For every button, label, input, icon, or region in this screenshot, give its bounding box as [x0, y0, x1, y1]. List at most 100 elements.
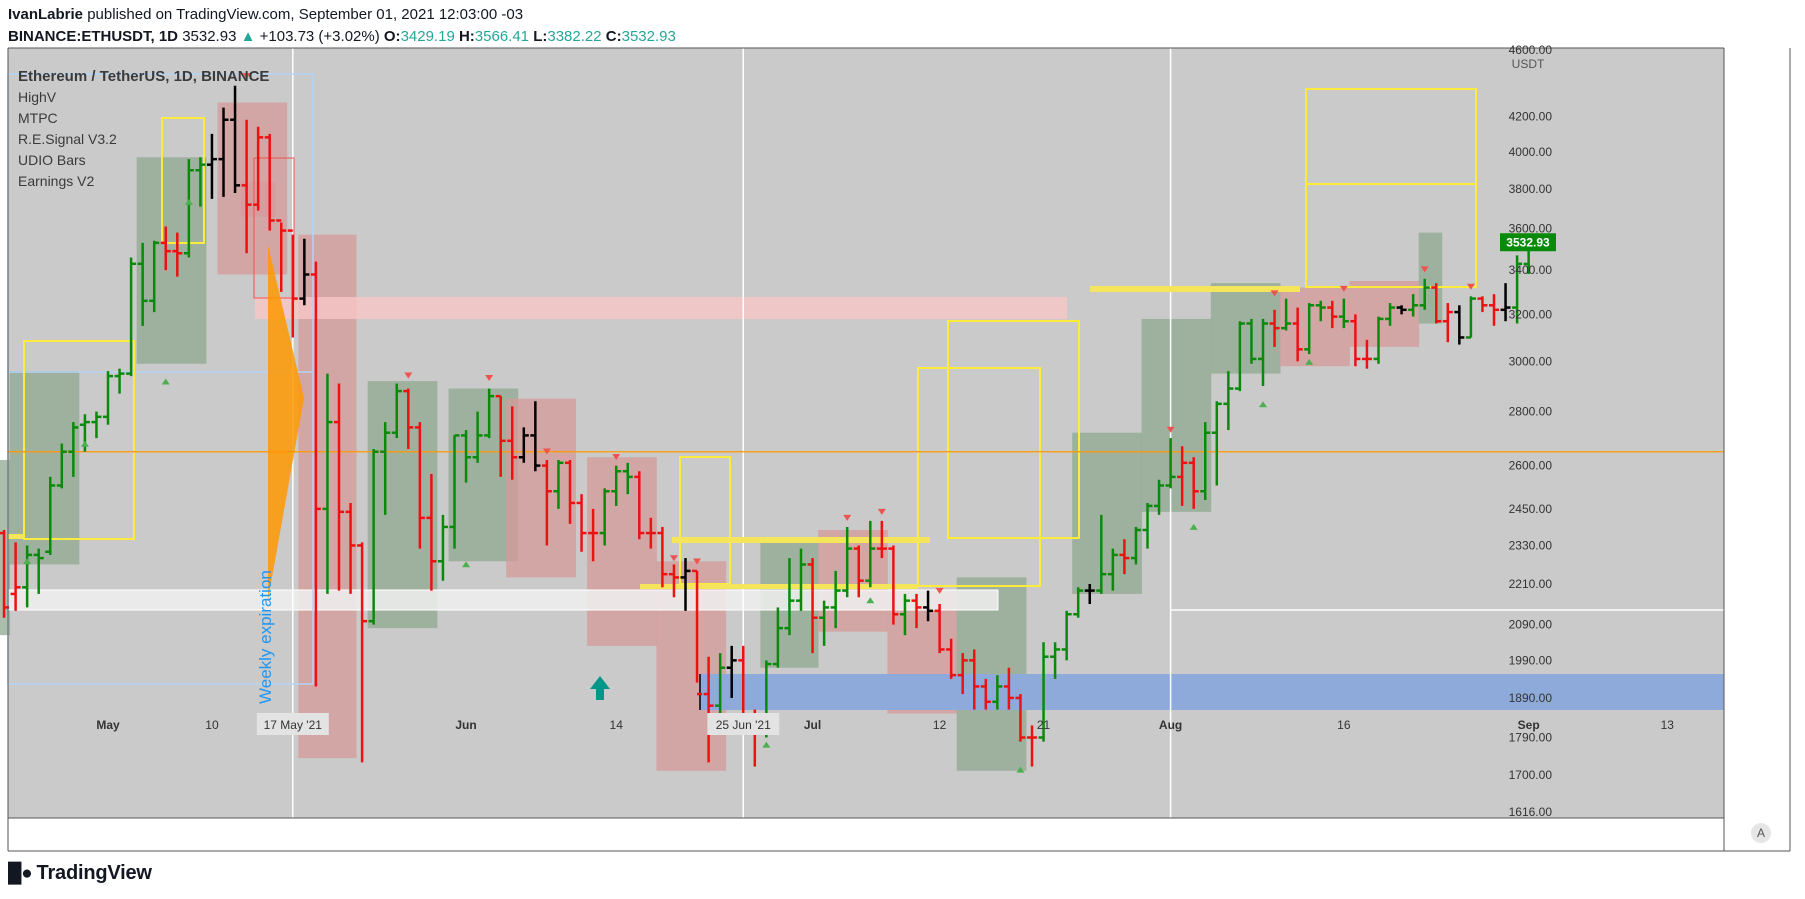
ohlc-bar: [1431, 283, 1442, 324]
ohlc-bar: [784, 558, 795, 636]
time-tick-label: Jul: [804, 718, 821, 732]
time-tick-label: 21: [1037, 718, 1051, 732]
ohlc-bar: [680, 558, 691, 611]
ohlc-bar: [842, 526, 853, 598]
ohlc-bar: [461, 430, 472, 483]
ohlc-bar: [1165, 438, 1176, 489]
ohlc-bar: [668, 564, 679, 598]
legend-indicator[interactable]: R.E.Signal V3.2: [18, 131, 117, 147]
ohlc-bar: [230, 85, 241, 194]
ohlc-bar: [657, 526, 668, 588]
legend-indicator[interactable]: HighV: [18, 89, 57, 105]
ohlc-bar: [946, 638, 957, 679]
demand-zone: [700, 674, 1724, 710]
ohlc-bar: [1050, 642, 1061, 679]
ohlc-bar: [1258, 318, 1268, 387]
ohlc-bar: [1373, 316, 1384, 364]
symbol-line: BINANCE:ETHUSDT, 1D 3532.93 ▲ +103.73 (+…: [8, 28, 676, 45]
legend-indicator[interactable]: UDIO Bars: [18, 152, 86, 168]
tradingview-brand[interactable]: █● TradingView: [8, 862, 152, 885]
ohlc-bar: [565, 460, 575, 524]
last-price: 3532.93: [182, 28, 237, 45]
ohlc-bar: [541, 460, 552, 546]
publish-line: IvanLabrie published on TradingView.com,…: [8, 6, 523, 23]
ohlc-bar: [241, 119, 252, 254]
auto-scale-button[interactable]: A: [1751, 823, 1771, 843]
time-tick-label: 12: [933, 718, 947, 732]
ohlc-bar: [137, 242, 148, 326]
ohlc-bar: [322, 373, 333, 594]
ohlc-bar: [10, 542, 21, 611]
tradingview-logo-icon: █●: [8, 863, 33, 884]
bullish-zone: [367, 381, 438, 629]
ohlc-bar: [414, 422, 425, 549]
ohlc-bar: [253, 126, 264, 211]
ohlc-bar: [357, 542, 368, 763]
open-value: 3429.19: [400, 28, 455, 45]
ohlc-bar: [1327, 300, 1338, 329]
buy-signal-icon: [762, 741, 771, 748]
price-axis-unit: USDT: [1512, 57, 1545, 71]
low-label: L:: [533, 28, 548, 45]
sell-signal-icon: [1339, 285, 1348, 292]
level-strip: [1090, 286, 1300, 292]
ohlc-bar: [183, 159, 194, 258]
ohlc-bar: [160, 226, 171, 271]
time-highlight-label: 17 May '21: [264, 718, 323, 732]
legend-title[interactable]: Ethereum / TetherUS, 1D, BINANCE: [18, 68, 270, 85]
ohlc-bar: [703, 656, 714, 763]
price-tick-label: 3600.00: [1509, 222, 1553, 236]
ohlc-bar: [1211, 401, 1222, 486]
ohlc-bar: [149, 240, 160, 313]
ohlc-bar: [865, 520, 876, 588]
price-tick-label: 1700.00: [1509, 768, 1553, 782]
ohlc-bar: [1015, 694, 1026, 742]
level-strip: [8, 534, 24, 539]
buy-signal-icon: [1305, 358, 1314, 365]
legend-indicator[interactable]: Earnings V2: [18, 173, 95, 189]
ohlc-bar: [218, 107, 229, 197]
ohlc-bar: [484, 388, 495, 439]
price-tick-label: 1890.00: [1509, 691, 1553, 705]
ohlc-bar: [599, 488, 610, 546]
chart-legend: Ethereum / TetherUS, 1D, BINANCE HighV M…: [18, 66, 269, 192]
ohlc-bar: [611, 465, 622, 506]
ohlc-bar: [380, 422, 391, 515]
ohlc-bar: [530, 401, 541, 472]
ohlc-bar: [911, 593, 922, 629]
buy-signal-icon: [184, 198, 193, 205]
ohlc-bar: [969, 649, 980, 710]
sell-signal-icon: [843, 514, 852, 521]
brand-name: TradingView: [36, 862, 152, 884]
ohlc-bar: [1304, 303, 1315, 355]
ohlc-bar: [888, 545, 899, 625]
ohlc-bar: [33, 548, 44, 594]
bearish-zone: [1280, 287, 1350, 367]
ohlc-bar: [923, 590, 934, 622]
ohlc-bar: [634, 471, 645, 540]
sell-signal-icon: [935, 587, 944, 594]
ohlc-bar: [1477, 296, 1488, 313]
ohlc-bar: [980, 678, 991, 710]
ohlc-bar: [1119, 539, 1130, 575]
ohlc-bar: [1489, 294, 1499, 326]
ohlc-bar: [692, 569, 703, 696]
legend-indicator[interactable]: MTPC: [18, 110, 58, 126]
sell-signal-icon: [1466, 283, 1475, 290]
support-band: [7, 589, 999, 611]
weekly-expiration-label: Weekly expiration: [256, 570, 275, 704]
buy-signal-icon: [161, 378, 170, 385]
projection-box: [23, 340, 135, 540]
projection-box: [947, 320, 1080, 539]
time-tick-label: 14: [610, 718, 624, 732]
ohlc-bar: [934, 604, 945, 654]
sell-signal-icon: [242, 73, 251, 80]
time-tick-label: Aug: [1159, 718, 1182, 732]
price-tick-label: 2330.00: [1509, 538, 1553, 552]
buy-signal-icon: [1016, 766, 1025, 773]
high-value: 3566.41: [474, 28, 530, 45]
ohlc-bar: [403, 388, 414, 449]
author-name[interactable]: IvanLabrie: [8, 6, 84, 23]
level-strip: [672, 537, 930, 543]
